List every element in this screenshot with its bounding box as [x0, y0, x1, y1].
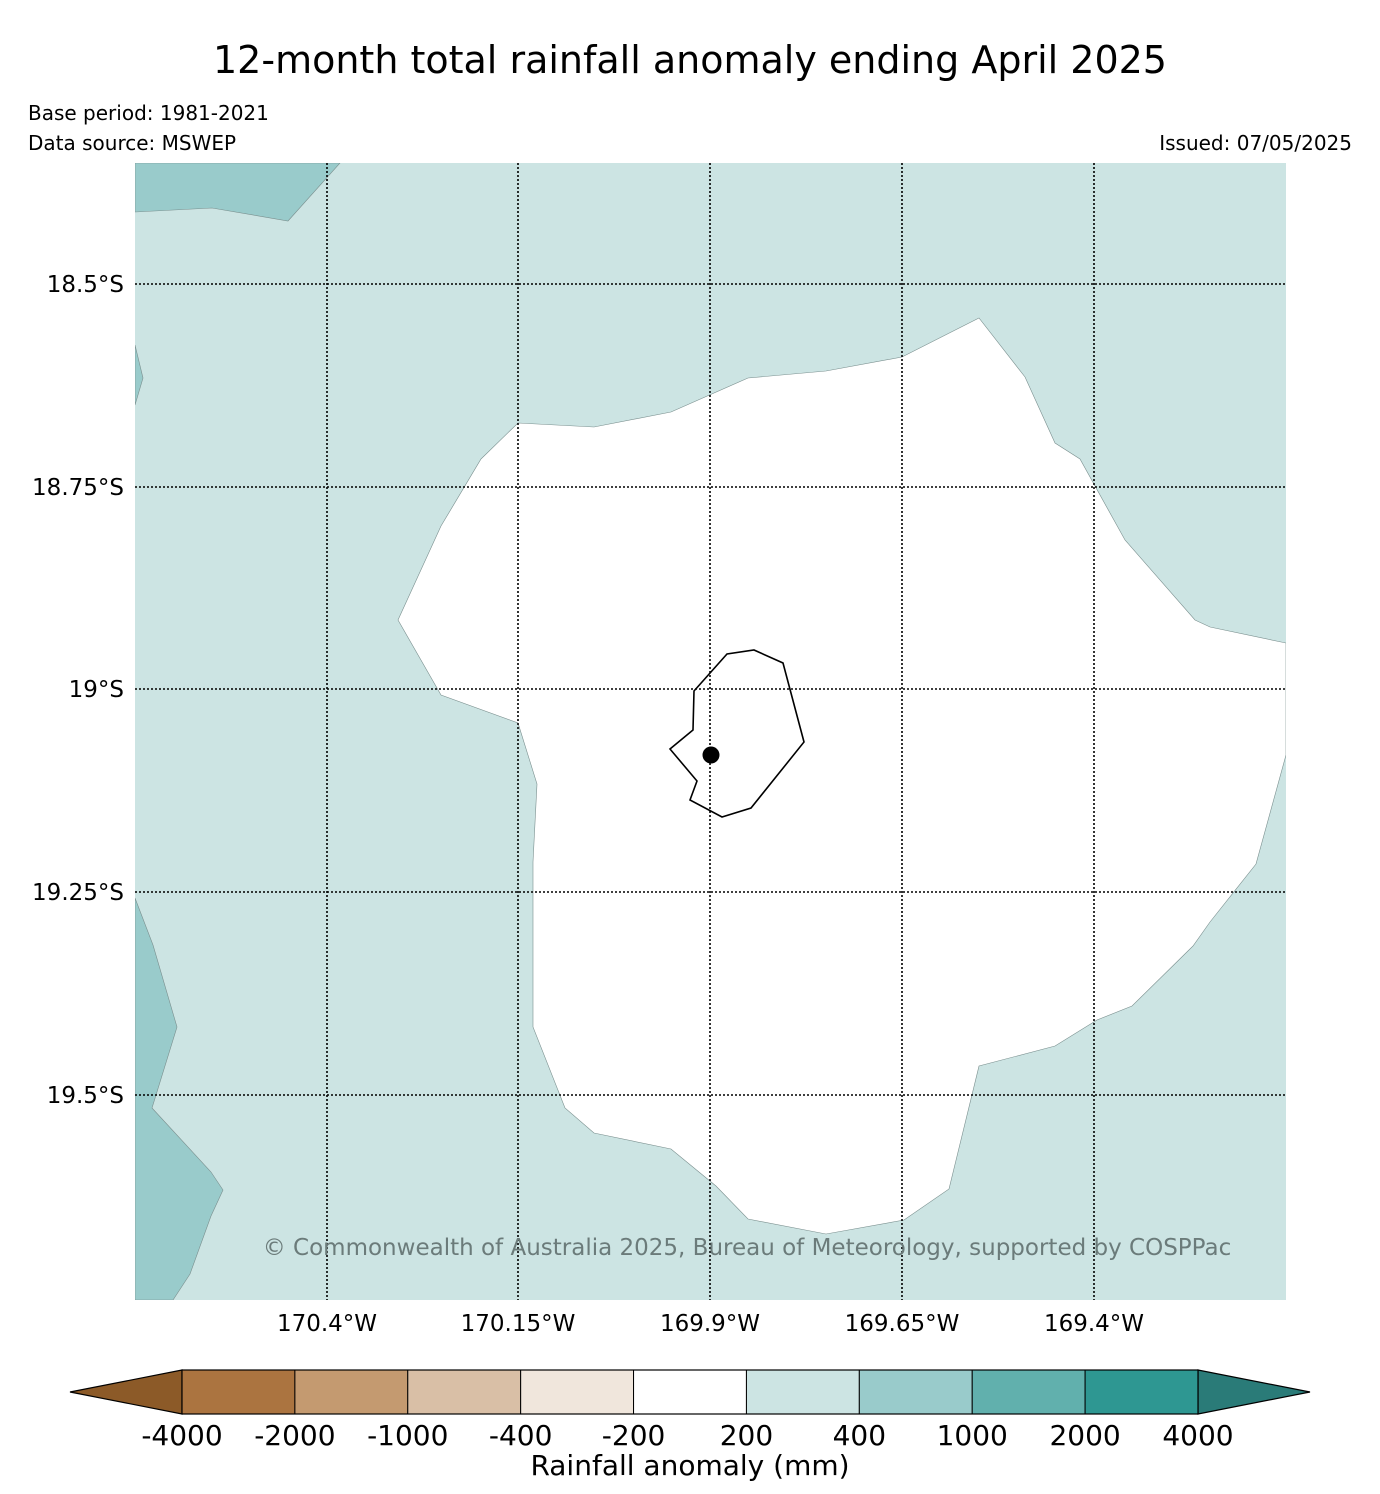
colorbar-segment	[633, 1369, 747, 1415]
colorbar-segment	[1084, 1369, 1199, 1415]
anomaly-400-1000-region-north	[135, 163, 341, 222]
colorbar-title: Rainfall anomaly (mm)	[530, 1449, 849, 1482]
map-area: © Commonwealth of Australia 2025, Bureau…	[135, 163, 1286, 1300]
colorbar: -4000 -2000 -1000 -400 -200 200 400 1000 2000 400…	[69, 1369, 1311, 1482]
base-period-text: Base period: 1981-2021	[28, 101, 269, 125]
graticule	[135, 163, 1286, 1300]
colorbar-tick-label: 2000	[1049, 1419, 1120, 1452]
colorbar-segment	[294, 1369, 409, 1415]
colorbar-segment	[520, 1369, 635, 1415]
anomaly-400-1000-region-southwest	[135, 897, 224, 1300]
lat-label: 18.75°S	[32, 475, 124, 501]
colorbar-segment	[745, 1369, 860, 1415]
colorbar-tick-label: -400	[489, 1419, 553, 1452]
anomaly-near-normal-region	[397, 317, 1286, 1235]
lat-label: 18.5°S	[47, 272, 124, 298]
colorbar-extend-max	[1197, 1369, 1311, 1415]
colorbar-segment	[181, 1369, 296, 1415]
colorbar-tick-label: -4000	[141, 1419, 222, 1452]
colorbar-segment	[858, 1369, 973, 1415]
lat-label: 19.25°S	[32, 880, 124, 906]
latitude-labels: 18.5°S 18.75°S 19°S 19.25°S 19.5°S	[32, 272, 124, 1109]
colorbar-tick-label: -2000	[254, 1419, 335, 1452]
colorbar-tick-label: 1000	[937, 1419, 1008, 1452]
data-source-text: Data source: MSWEP	[28, 131, 237, 155]
lon-label: 169.4°W	[1044, 1311, 1144, 1337]
island-coastline	[668, 649, 805, 818]
colorbar-segment	[971, 1369, 1086, 1415]
anomaly-400-1000-region-west	[135, 344, 144, 406]
colorbar-tick-label: 400	[833, 1419, 886, 1452]
chart-title: 12-month total rainfall anomaly ending A…	[213, 38, 1167, 82]
lat-label: 19°S	[69, 677, 124, 703]
colorbar-outline	[181, 1369, 1199, 1415]
lon-label: 169.65°W	[845, 1311, 960, 1337]
copyright-notice: © Commonwealth of Australia 2025, Bureau…	[263, 1235, 1232, 1261]
colorbar-tick-label: -200	[602, 1419, 666, 1452]
colorbar-tick-label: -1000	[367, 1419, 448, 1452]
colorbar-tick-label: 4000	[1162, 1419, 1233, 1452]
colorbar-segment	[407, 1369, 522, 1415]
lon-label: 169.9°W	[660, 1311, 760, 1337]
location-marker	[702, 746, 720, 764]
lat-label: 19.5°S	[47, 1083, 124, 1109]
colorbar-extend-min	[69, 1369, 183, 1415]
lon-label: 170.15°W	[461, 1311, 576, 1337]
issued-date-text: Issued: 07/05/2025	[1159, 131, 1352, 155]
lon-label: 170.4°W	[277, 1311, 377, 1337]
longitude-labels: 170.4°W 170.15°W 169.9°W 169.65°W 169.4°…	[277, 1311, 1144, 1337]
colorbar-tick-label: 200	[720, 1419, 773, 1452]
